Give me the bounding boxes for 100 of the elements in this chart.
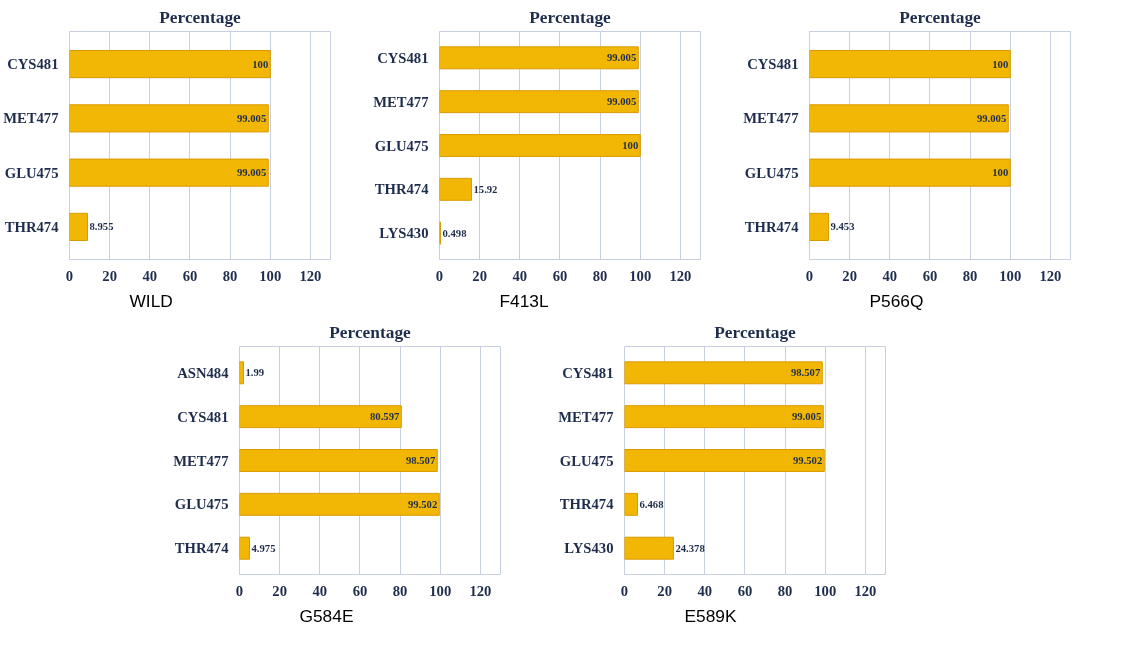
bar [624, 361, 823, 385]
text: E589K [684, 605, 737, 626]
y-tick-label: GLU475 [4, 164, 59, 181]
bar [439, 134, 641, 157]
bar [624, 536, 674, 560]
bar [624, 449, 825, 472]
x-tick-label: 100 [429, 582, 452, 599]
x-tick-label: 60 [922, 267, 938, 284]
x-tick-label: 20 [102, 267, 117, 284]
data-label: 0.498 [442, 227, 467, 239]
x-tick-label: 0 [620, 582, 629, 599]
x-tick-label: 40 [142, 267, 158, 284]
y-tick-label: THR474 [374, 181, 430, 198]
x-tick-label: 20 [272, 582, 287, 599]
bar [69, 158, 269, 187]
text: P566Q [869, 290, 924, 311]
bar [239, 405, 402, 429]
x-tick-label: 0 [235, 582, 244, 599]
x-tick-label: 20 [842, 267, 857, 284]
x-tick-label: 40 [882, 267, 898, 284]
bar [439, 90, 639, 114]
x-tick-label: 60 [552, 267, 568, 284]
data-label: 100 [992, 58, 1009, 70]
chart-title: Percentage [529, 7, 612, 27]
y-tick-label: GLU475 [744, 164, 799, 181]
y-tick-label: LYS430 [564, 540, 614, 557]
x-tick-label: 120 [299, 267, 322, 284]
x-tick-label: 0 [65, 267, 74, 284]
y-tick-label: GLU475 [559, 452, 614, 469]
bar [69, 104, 269, 133]
x-tick-label: 100 [629, 267, 652, 284]
y-tick-label: GLU475 [374, 137, 429, 154]
data-label: 99.005 [606, 52, 637, 64]
chart-title: Percentage [329, 322, 412, 342]
y-tick-label: CYS481 [377, 49, 429, 66]
x-tick-label: 120 [469, 582, 492, 599]
x-tick-label: 40 [697, 582, 713, 599]
data-label: 15.92 [473, 183, 498, 195]
x-tick-label: 40 [512, 267, 528, 284]
bar [809, 50, 1011, 79]
y-tick-label: LYS430 [379, 225, 429, 242]
bar [439, 177, 472, 201]
data-label: 99.005 [976, 112, 1007, 124]
text: WILD [129, 290, 173, 311]
chart-title: Percentage [899, 7, 982, 27]
data-label: 8.955 [89, 221, 114, 233]
y-tick-label: CYS481 [7, 56, 59, 73]
data-label: 80.597 [370, 411, 400, 423]
data-label: 99.005 [236, 167, 267, 179]
x-tick-label: 20 [472, 267, 487, 284]
bar [809, 158, 1011, 187]
data-label: 99.502 [792, 455, 823, 466]
data-label: 100 [622, 140, 639, 151]
data-label: 9.453 [830, 221, 855, 233]
y-tick-label: THR474 [4, 218, 60, 235]
bar [69, 212, 88, 241]
data-label: 100 [252, 58, 269, 70]
bar [239, 449, 438, 472]
data-label: 4.975 [251, 542, 276, 554]
x-tick-label: 0 [805, 267, 814, 284]
x-tick-label: 80 [592, 267, 608, 284]
x-tick-label: 60 [352, 582, 368, 599]
y-tick-label: MET477 [373, 93, 429, 110]
y-tick-label: THR474 [174, 540, 230, 557]
x-tick-label: 60 [737, 582, 753, 599]
y-tick-label: MET477 [558, 408, 614, 425]
y-tick-label: ASN484 [177, 364, 230, 381]
y-tick-label: THR474 [559, 496, 615, 513]
bar [624, 492, 638, 516]
chart-title: Percentage [159, 7, 242, 27]
data-label: 98.507 [790, 367, 821, 379]
data-label: 99.005 [791, 411, 822, 423]
chart-title: Percentage [714, 322, 797, 342]
data-label: 99.502 [407, 498, 438, 510]
bar [809, 212, 829, 241]
x-tick-label: 80 [392, 582, 408, 599]
y-tick-label: THR474 [744, 218, 800, 235]
text: G584E [299, 605, 354, 626]
x-tick-label: 80 [962, 267, 978, 284]
x-tick-label: 100 [999, 267, 1022, 284]
y-tick-label: MET477 [3, 110, 59, 127]
bar [439, 46, 639, 70]
x-tick-label: 20 [657, 582, 672, 599]
bar [239, 536, 250, 560]
data-label: 24.378 [675, 542, 705, 554]
bar [239, 492, 440, 516]
y-tick-label: MET477 [743, 110, 799, 127]
y-tick-label: MET477 [173, 452, 229, 469]
x-tick-label: 80 [777, 582, 793, 599]
data-label: 6.468 [639, 498, 664, 510]
bar [809, 104, 1009, 133]
x-tick-label: 120 [854, 582, 877, 599]
data-label: 1.99 [245, 367, 265, 379]
y-tick-label: GLU475 [174, 496, 229, 513]
y-tick-label: CYS481 [562, 364, 614, 381]
y-tick-label: CYS481 [177, 408, 229, 425]
bar [69, 50, 271, 79]
x-tick-label: 120 [1039, 267, 1062, 284]
data-label: 99.005 [606, 96, 637, 108]
data-label: 98.507 [405, 455, 436, 466]
